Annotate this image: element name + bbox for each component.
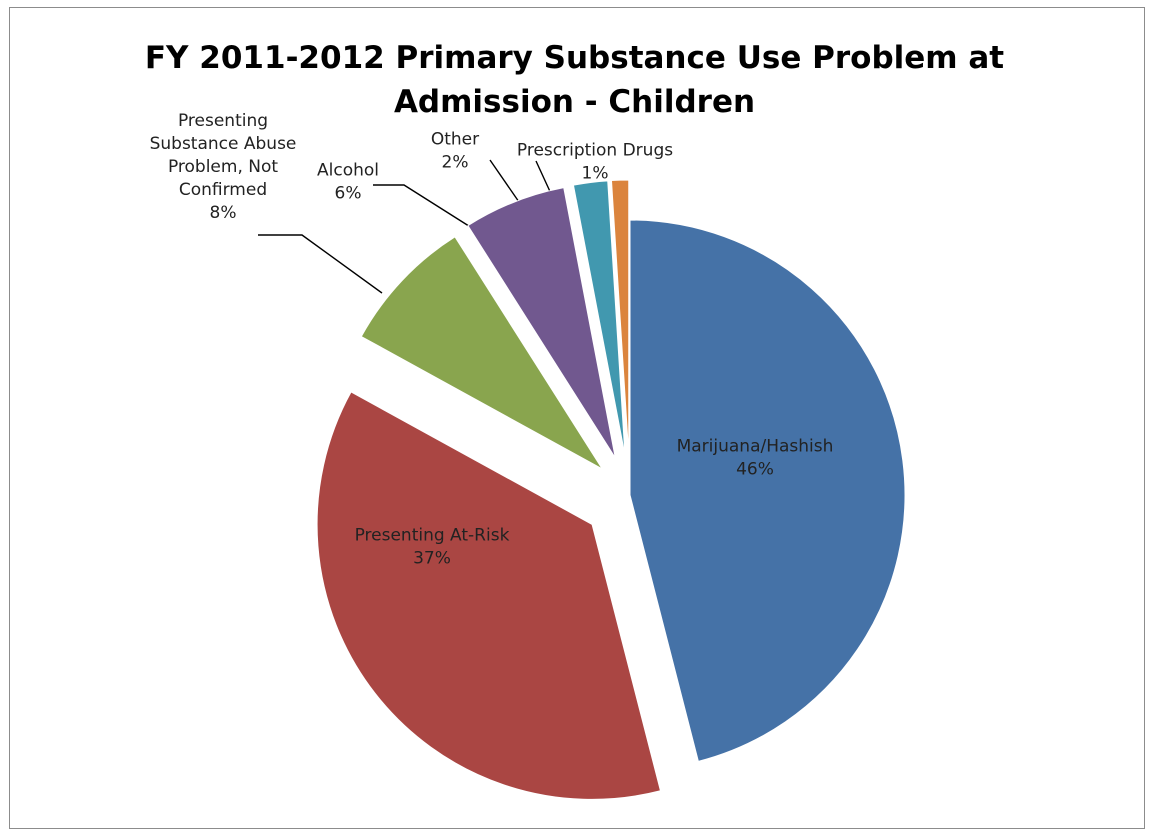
pie-slices (316, 179, 906, 800)
slice-label-line: Presenting (178, 111, 268, 131)
slice-label: Marijuana/Hashish 46% (677, 437, 834, 480)
slice-label-line: 46% (736, 460, 774, 480)
slice-label: Presenting Substance Abuse Problem, Not Con… (150, 111, 297, 223)
slice-label-line: Other (431, 130, 479, 150)
slice-label: Alcohol 6% (317, 161, 379, 204)
leader-line (373, 184, 473, 229)
pie-slice-other (572, 180, 626, 456)
slice-label-line: Marijuana/Hashish (677, 437, 834, 457)
pie-slice-marijuana-hashish (629, 219, 906, 762)
chart-title-line-1: FY 2011-2012 Primary Substance Use Probl… (144, 40, 1005, 76)
pie-slice-presenting-substance-abuse-problem-not-confirmed (360, 236, 603, 470)
slice-label-line: 2% (442, 153, 469, 173)
slice-label: Presenting At-Risk 37% (355, 526, 510, 569)
slice-label: Prescription Drugs 1% (517, 141, 673, 184)
pie-slice-prescription-drugs (610, 179, 630, 456)
slice-label-line: 6% (335, 184, 362, 204)
slice-label-line: Alcohol (317, 161, 379, 181)
slice-label-line: 1% (582, 164, 609, 184)
leader-line (258, 234, 383, 294)
slice-label-line: 8% (210, 203, 237, 223)
slice-label-line: Confirmed (179, 180, 267, 200)
chart-title: FY 2011-2012 Primary Substance Use Probl… (0, 36, 1149, 124)
slice-label: Other 2% (431, 130, 479, 173)
slice-label-line: Prescription Drugs (517, 141, 673, 161)
slice-label-line: Substance Abuse (150, 134, 297, 154)
slice-label-line: Problem, Not (168, 157, 278, 177)
slice-label-line: Presenting At-Risk (355, 526, 510, 546)
pie-slice-alcohol (467, 187, 616, 459)
chart-title-line-2: Admission - Children (393, 84, 756, 120)
slice-labels: Marijuana/Hashish 46% Presenting At-Risk 37… (150, 111, 834, 569)
slice-label-line: 37% (413, 549, 451, 569)
pie-slice-presenting-at-risk (316, 391, 662, 800)
